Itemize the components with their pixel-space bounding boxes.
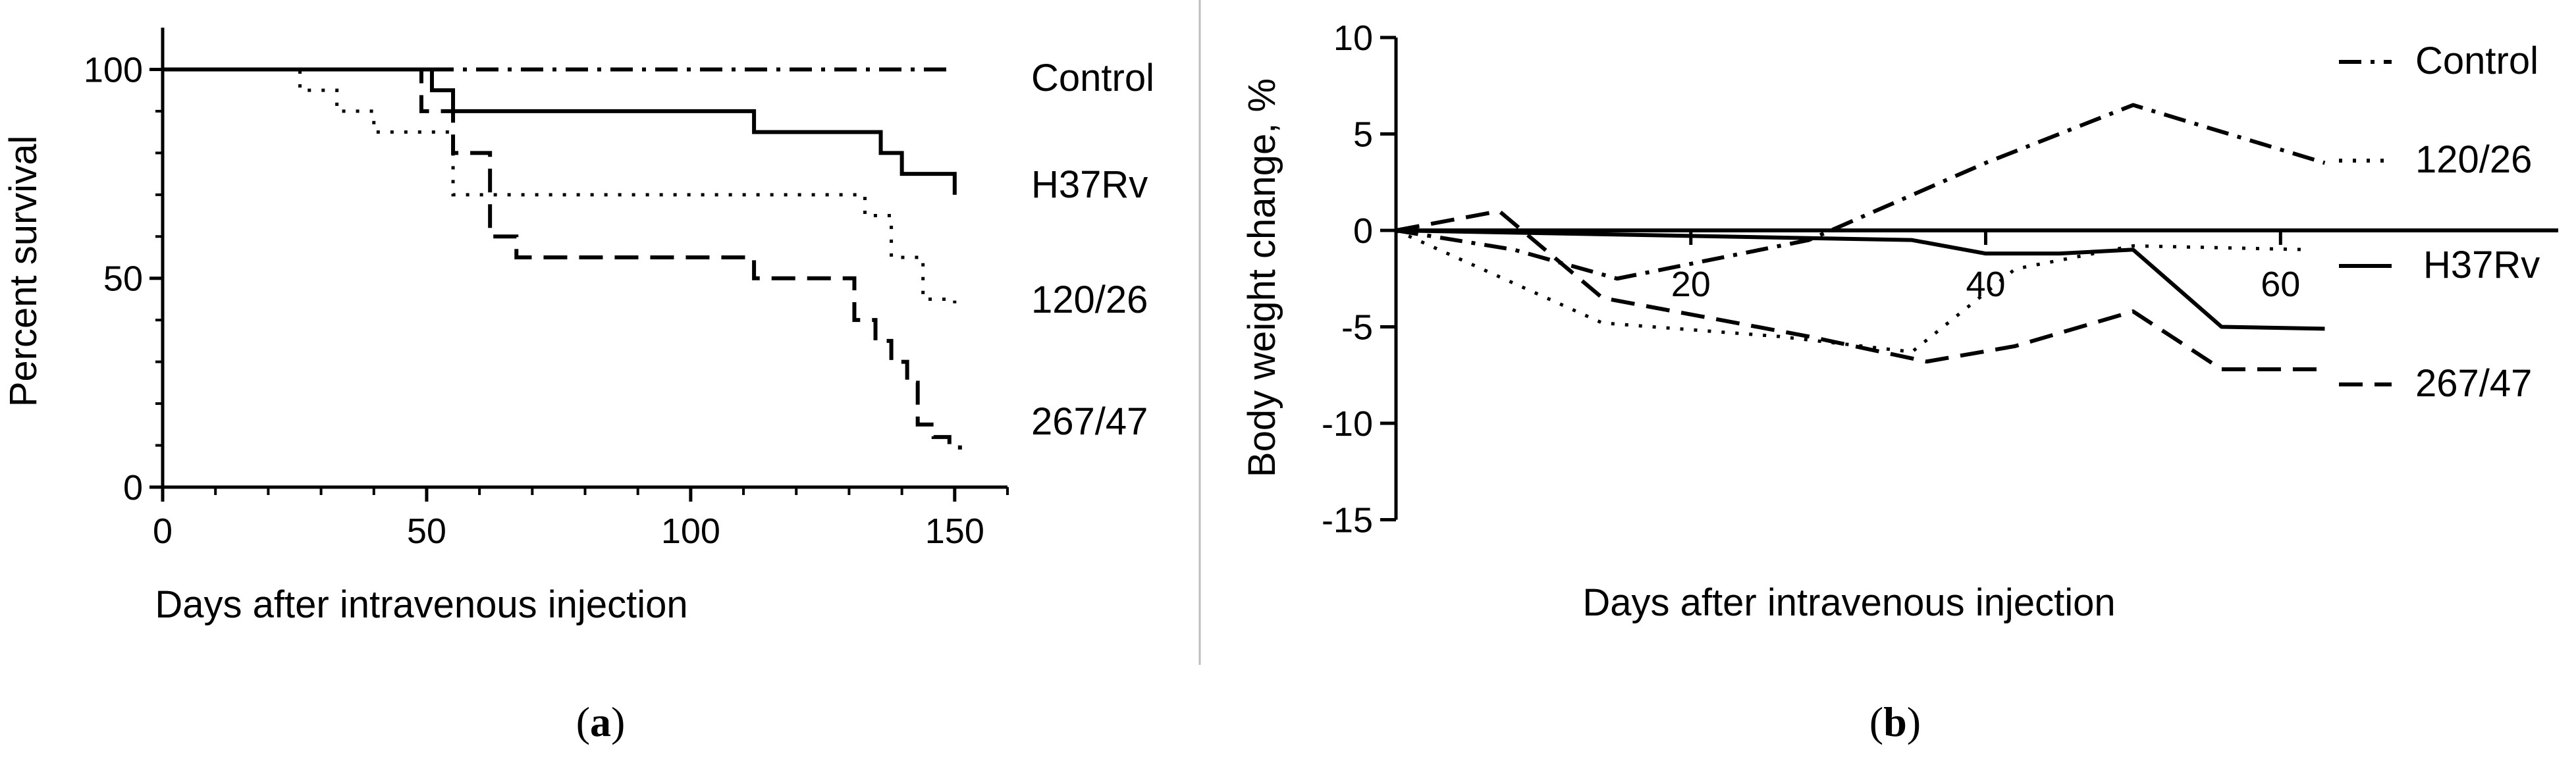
panel-b-legend-267-47: 267/47 <box>2415 362 2532 405</box>
panel-a-series-group <box>163 67 962 450</box>
panel-b-axes <box>1380 36 2558 521</box>
panel-b-legend-control: Control <box>2415 39 2538 82</box>
panel-a-survival-chart: 0 50 100 0 50 100 150 Percent survival Days af… <box>2 28 1154 745</box>
panel-b-x-tick-label: 20 <box>1671 265 1711 304</box>
panel-b-caption-open: ( <box>1869 698 1883 745</box>
panel-b-y-tick-label: -15 <box>1322 501 1373 540</box>
panel-a-legend-control: Control <box>1031 57 1154 99</box>
panel-b-series-group <box>1395 103 2326 371</box>
panel-b-series-267-47 <box>1395 209 2325 371</box>
panel-b-y-tick-label: 0 <box>1353 211 1373 251</box>
panel-b-caption-close: ) <box>1907 698 1921 745</box>
panel-a-legend-120-26: 120/26 <box>1031 278 1148 321</box>
panel-b-y-tick-label: -5 <box>1341 308 1373 348</box>
panel-b-x-tick-label: 40 <box>1966 265 2005 304</box>
panel-a-series-h37rv <box>163 67 957 195</box>
panel-a-x-tick-label: 0 <box>153 511 173 551</box>
panel-a-y-axis-title: Percent survival <box>2 136 45 407</box>
panel-b-weight-chart: 10 5 0 -5 -10 -15 20 40 60 Body weight change, %… <box>1241 18 2558 745</box>
panel-b-legend-h37rv: H37Rv <box>2423 244 2540 286</box>
panel-a-caption: (a) <box>576 698 626 745</box>
panel-a-y-tick-label: 100 <box>84 50 143 90</box>
panel-b-y-tick-label: 10 <box>1333 18 1373 58</box>
panel-b-y-tick-label: -10 <box>1322 404 1373 444</box>
panel-b-x-axis-title: Days after intravenous injection <box>1582 581 2115 624</box>
panel-b-series-control <box>1395 103 2326 281</box>
panel-a-series-120-26 <box>163 67 957 303</box>
panel-a-legend-267-47: 267/47 <box>1031 400 1148 443</box>
panel-b-caption-letter: b <box>1883 698 1907 745</box>
panel-a-tick-labels: 0 50 100 0 50 100 150 <box>84 50 984 551</box>
panel-b-legend-120-26: 120/26 <box>2415 138 2532 181</box>
panel-b-x-tick-label: 60 <box>2261 265 2300 304</box>
panel-b-tick-labels: 10 5 0 -5 -10 -15 20 40 60 <box>1322 18 2300 540</box>
panel-a-caption-close: ) <box>611 698 625 745</box>
panel-b-y-tick-label: 5 <box>1353 115 1373 155</box>
panel-b-series-120-26 <box>1395 228 2311 354</box>
panel-b-y-axis-title: Body weight change, % <box>1241 78 1283 477</box>
panel-a-y-tick-label: 0 <box>123 468 143 508</box>
panel-a-caption-open: ( <box>576 698 590 745</box>
panel-a-x-tick-label: 50 <box>407 511 446 551</box>
panel-b-series-h37rv <box>1395 228 2325 331</box>
panel-a-x-tick-label: 100 <box>661 511 720 551</box>
panel-b-caption: (b) <box>1869 698 1921 745</box>
panel-a-legend-h37rv: H37Rv <box>1031 163 1148 206</box>
panel-a-series-267-47 <box>163 67 962 450</box>
panel-a-y-tick-label: 50 <box>103 259 143 299</box>
panel-a-axes <box>149 28 1009 502</box>
panel-a-x-tick-label: 150 <box>925 511 984 551</box>
panel-a-x-axis-title: Days after intravenous injection <box>155 583 687 626</box>
panel-a-caption-letter: a <box>590 698 611 745</box>
